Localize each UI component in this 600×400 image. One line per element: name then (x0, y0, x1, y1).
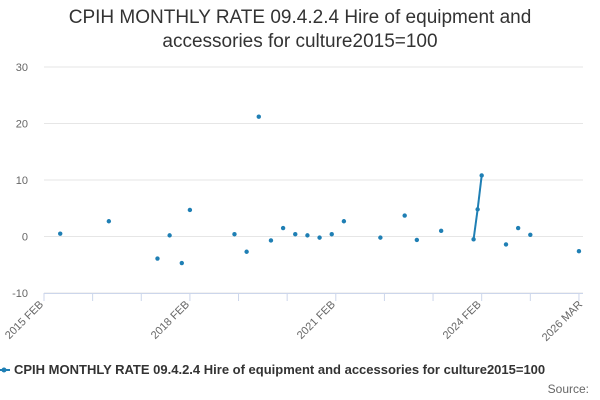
x-tick-label: 2015 FEB (3, 299, 46, 342)
data-point[interactable] (329, 232, 334, 237)
x-tick-label: 2018 FEB (149, 299, 192, 342)
data-point[interactable] (341, 219, 347, 224)
legend[interactable]: CPIH MONTHLY RATE 09.4.2.4 Hire of equip… (0, 362, 545, 377)
data-point[interactable] (58, 231, 63, 236)
data-point[interactable] (179, 260, 184, 266)
source-credit: Source: (548, 382, 589, 396)
y-tick-label: 10 (16, 175, 28, 187)
data-point[interactable] (378, 235, 383, 240)
series-line-segment (472, 209, 479, 240)
data-point[interactable] (187, 207, 193, 213)
data-point[interactable] (528, 232, 533, 238)
data-point[interactable] (576, 248, 582, 254)
data-point[interactable] (167, 233, 172, 238)
data-point[interactable] (317, 235, 322, 240)
data-point[interactable] (503, 242, 509, 247)
axes (43, 293, 583, 301)
series-line-segment (476, 175, 483, 210)
y-tick-label: 30 (16, 62, 28, 74)
data-point[interactable] (475, 207, 480, 212)
data-point[interactable] (268, 238, 274, 243)
data-point[interactable] (244, 249, 249, 254)
y-tick-label: 0 (22, 232, 28, 244)
data-point[interactable] (402, 213, 407, 218)
data-point[interactable] (232, 232, 237, 237)
x-tick-label: 2024 FEB (441, 299, 484, 342)
data-point[interactable] (305, 233, 310, 238)
data-point[interactable] (155, 256, 160, 261)
data-point[interactable] (293, 232, 298, 237)
data-point[interactable] (414, 237, 420, 243)
grid-lines (44, 66, 583, 294)
series-layer (58, 114, 582, 266)
data-point[interactable] (256, 114, 261, 119)
data-point[interactable] (471, 237, 476, 242)
data-point[interactable] (438, 228, 444, 234)
chart-title: CPIH MONTHLY RATE 09.4.2.4 Hire of equip… (68, 7, 532, 52)
data-point[interactable] (479, 173, 484, 178)
data-point[interactable] (515, 225, 521, 231)
y-tick-label: 20 (16, 119, 28, 131)
y-tick-label: -10 (12, 288, 28, 300)
data-point[interactable] (106, 219, 112, 224)
x-tick-label: 2026 MAR (540, 299, 585, 344)
legend-dot-marker (1, 367, 7, 373)
tick-labels: -10 0 10 20 30 2015 FEB 2018 FEB 2021 FEB 2024 F… (3, 62, 585, 344)
data-point[interactable] (280, 225, 286, 231)
x-tick-label: 2021 FEB (295, 299, 338, 342)
legend-label: CPIH MONTHLY RATE 09.4.2.4 Hire of equip… (14, 362, 545, 377)
